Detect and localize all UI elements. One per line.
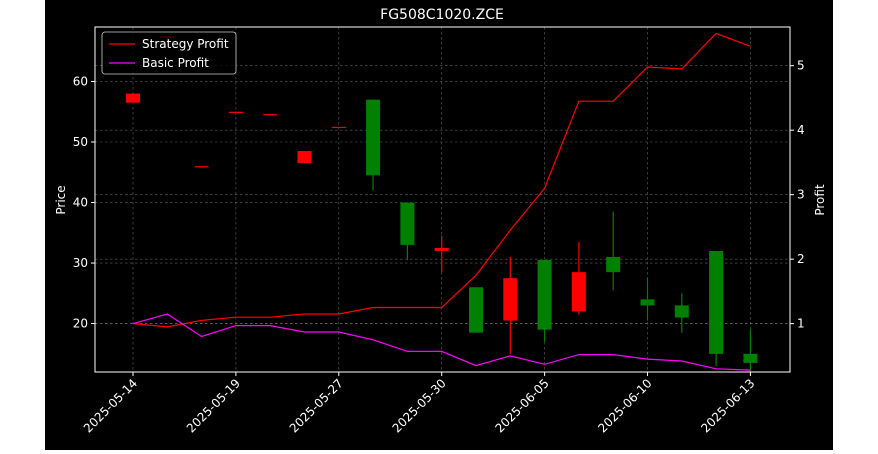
y-tick-label-left-20: 20 [73,317,88,331]
candle-body-18 [743,353,758,363]
candle-body-15 [640,299,655,306]
candle-body-11 [503,278,518,321]
y-tick-label-left-60: 60 [73,74,88,88]
candle-body-2 [194,166,209,168]
legend-box [101,31,237,75]
candle-body-0 [126,93,140,103]
y-tick-label-right-3: 3 [797,188,805,202]
candle-body-6 [331,126,346,129]
chart-figure: 20 30 40 50 60 1 2 3 4 5 2025-05-14 2025-05-19 2025-… [45,0,833,450]
candles [126,36,758,372]
y-tick-label-right-4: 4 [797,123,805,137]
candle-body-5 [297,151,312,164]
candle-body-9 [434,247,449,251]
candle-body-17 [709,250,724,354]
legend: Strategy Profit Basic Profit [101,31,237,75]
candle-body-7 [366,99,381,176]
plot-frame [94,26,791,373]
y-tick-label-left-30: 30 [73,256,88,270]
profit-lines [132,32,751,371]
candle-body-8 [400,202,415,245]
candle-body-3 [228,111,243,113]
y-axis-label-right: Profit [813,184,827,216]
y-tick-label-left-40: 40 [73,196,88,210]
candle-body-12 [537,260,552,330]
legend-label-basic-profit: Basic Profit [142,56,209,70]
candle-body-10 [469,287,483,333]
series-line-basic-profit [132,313,751,371]
y-tick-label-left-50: 50 [73,135,88,149]
chart-title: FG508C1020.ZCE [380,7,504,23]
y-axis-label-left: Price [54,185,68,214]
y-tick-label-right-1: 1 [797,317,805,331]
series-line-strategy-profit [132,32,751,328]
y-tick-label-right-2: 2 [797,252,805,266]
figure-background [45,0,833,450]
candle-body-4 [263,114,278,116]
candle-body-16 [674,305,689,318]
candle-body-13 [571,272,586,312]
candle-body-14 [606,257,621,273]
y-tick-label-right-5: 5 [797,59,805,73]
legend-label-strategy-profit: Strategy Profit [142,37,229,51]
